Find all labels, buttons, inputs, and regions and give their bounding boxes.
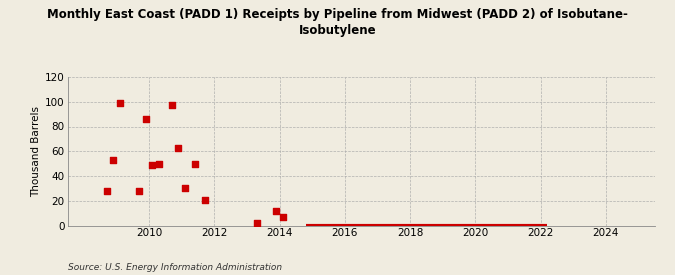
Point <box>134 189 144 193</box>
Point <box>173 145 184 150</box>
Point <box>140 117 151 121</box>
Point <box>153 161 164 166</box>
Point <box>277 214 288 219</box>
Y-axis label: Thousand Barrels: Thousand Barrels <box>31 106 40 197</box>
Point <box>190 161 200 166</box>
Point <box>199 197 210 202</box>
Point <box>271 208 281 213</box>
Point <box>101 189 112 193</box>
Point <box>147 163 158 167</box>
Point <box>251 221 262 225</box>
Point <box>180 186 190 191</box>
Point <box>108 158 119 162</box>
Point <box>114 101 125 105</box>
Text: Source: U.S. Energy Information Administration: Source: U.S. Energy Information Administ… <box>68 263 281 272</box>
Point <box>167 103 178 108</box>
Text: Monthly East Coast (PADD 1) Receipts by Pipeline from Midwest (PADD 2) of Isobut: Monthly East Coast (PADD 1) Receipts by … <box>47 8 628 37</box>
